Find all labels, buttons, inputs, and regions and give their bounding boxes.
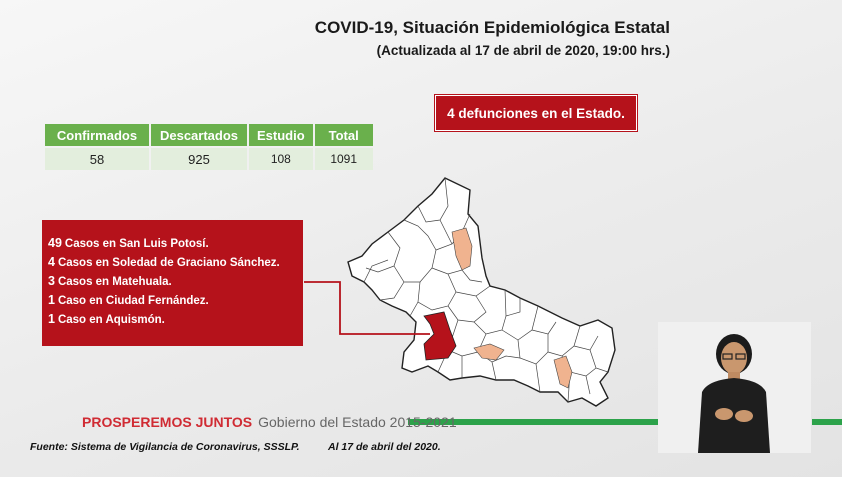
municipality-san-luis-potosi: [423, 311, 457, 361]
case-row: 1 Caso en Aquismón.: [48, 312, 303, 331]
sign-language-interpreter-inset: [658, 322, 811, 453]
stats-value-total: 1091: [314, 148, 373, 170]
government-text: Gobierno del Estado 2015-2021: [258, 414, 457, 430]
case-row: 3 Casos en Matehuala.: [48, 274, 303, 293]
cases-by-municipality-box: 49 Casos en San Luis Potosí. 4 Casos en So…: [42, 220, 303, 346]
stats-header-descartados: Descartados: [151, 124, 247, 146]
stats-header-total: Total: [314, 124, 373, 146]
source-note: Fuente: Sistema de Vigilancia de Coronav…: [30, 441, 300, 453]
stats-table: Confirmados Descartados Estudio Total 58…: [43, 122, 375, 172]
footer-slogan: PROSPEREMOS JUNTOS Gobierno del Estado 20…: [82, 414, 457, 430]
slogan-text: PROSPEREMOS JUNTOS: [82, 414, 253, 430]
municipality-borders: [363, 177, 609, 403]
case-row: 49 Casos en San Luis Potosí.: [48, 236, 303, 255]
case-count: 3: [48, 274, 55, 288]
stats-value-estudio: 108: [249, 148, 313, 170]
case-count: 1: [48, 293, 55, 307]
footer-green-line: [408, 419, 658, 425]
stats-value-descartados: 925: [151, 148, 247, 170]
stats-header-estudio: Estudio: [249, 124, 313, 146]
stats-header-row: Confirmados Descartados Estudio Total: [45, 124, 373, 146]
case-text: Casos en Matehuala.: [57, 276, 172, 288]
municipality-ciudad-fernandez: [553, 355, 573, 389]
stats-header-confirmados: Confirmados: [45, 124, 149, 146]
case-row: 1 Caso en Ciudad Fernández.: [48, 293, 303, 312]
connector-line: [304, 281, 430, 335]
case-text: Casos en Soledad de Graciano Sánchez.: [57, 257, 280, 269]
date-note: Al 17 de abril del 2020.: [328, 441, 441, 453]
stats-value-confirmados: 58: [45, 148, 149, 170]
slide-header: COVID-19, Situación Epidemiológica Estat…: [290, 18, 670, 58]
page-subtitle: (Actualizada al 17 de abril de 2020, 19:…: [376, 43, 670, 58]
case-text: Caso en Aquismón.: [57, 314, 165, 326]
case-text: Casos en San Luis Potosí.: [64, 238, 209, 250]
case-count: 1: [48, 312, 55, 326]
case-text: Caso en Ciudad Fernández.: [57, 295, 209, 307]
case-count: 4: [48, 255, 55, 269]
stats-value-row: 58 925 108 1091: [45, 148, 373, 170]
municipality-soledad: [473, 343, 505, 361]
municipality-matehuala: [451, 227, 473, 271]
page-title: COVID-19, Situación Epidemiológica Estat…: [314, 18, 670, 37]
case-count: 49: [48, 236, 62, 250]
deaths-banner: 4 defunciones en el Estado.: [435, 95, 637, 131]
footer-green-line-edge: [812, 419, 842, 425]
sign-language-interpreter-icon: [658, 322, 811, 453]
case-row: 4 Casos en Soledad de Graciano Sánchez.: [48, 255, 303, 274]
